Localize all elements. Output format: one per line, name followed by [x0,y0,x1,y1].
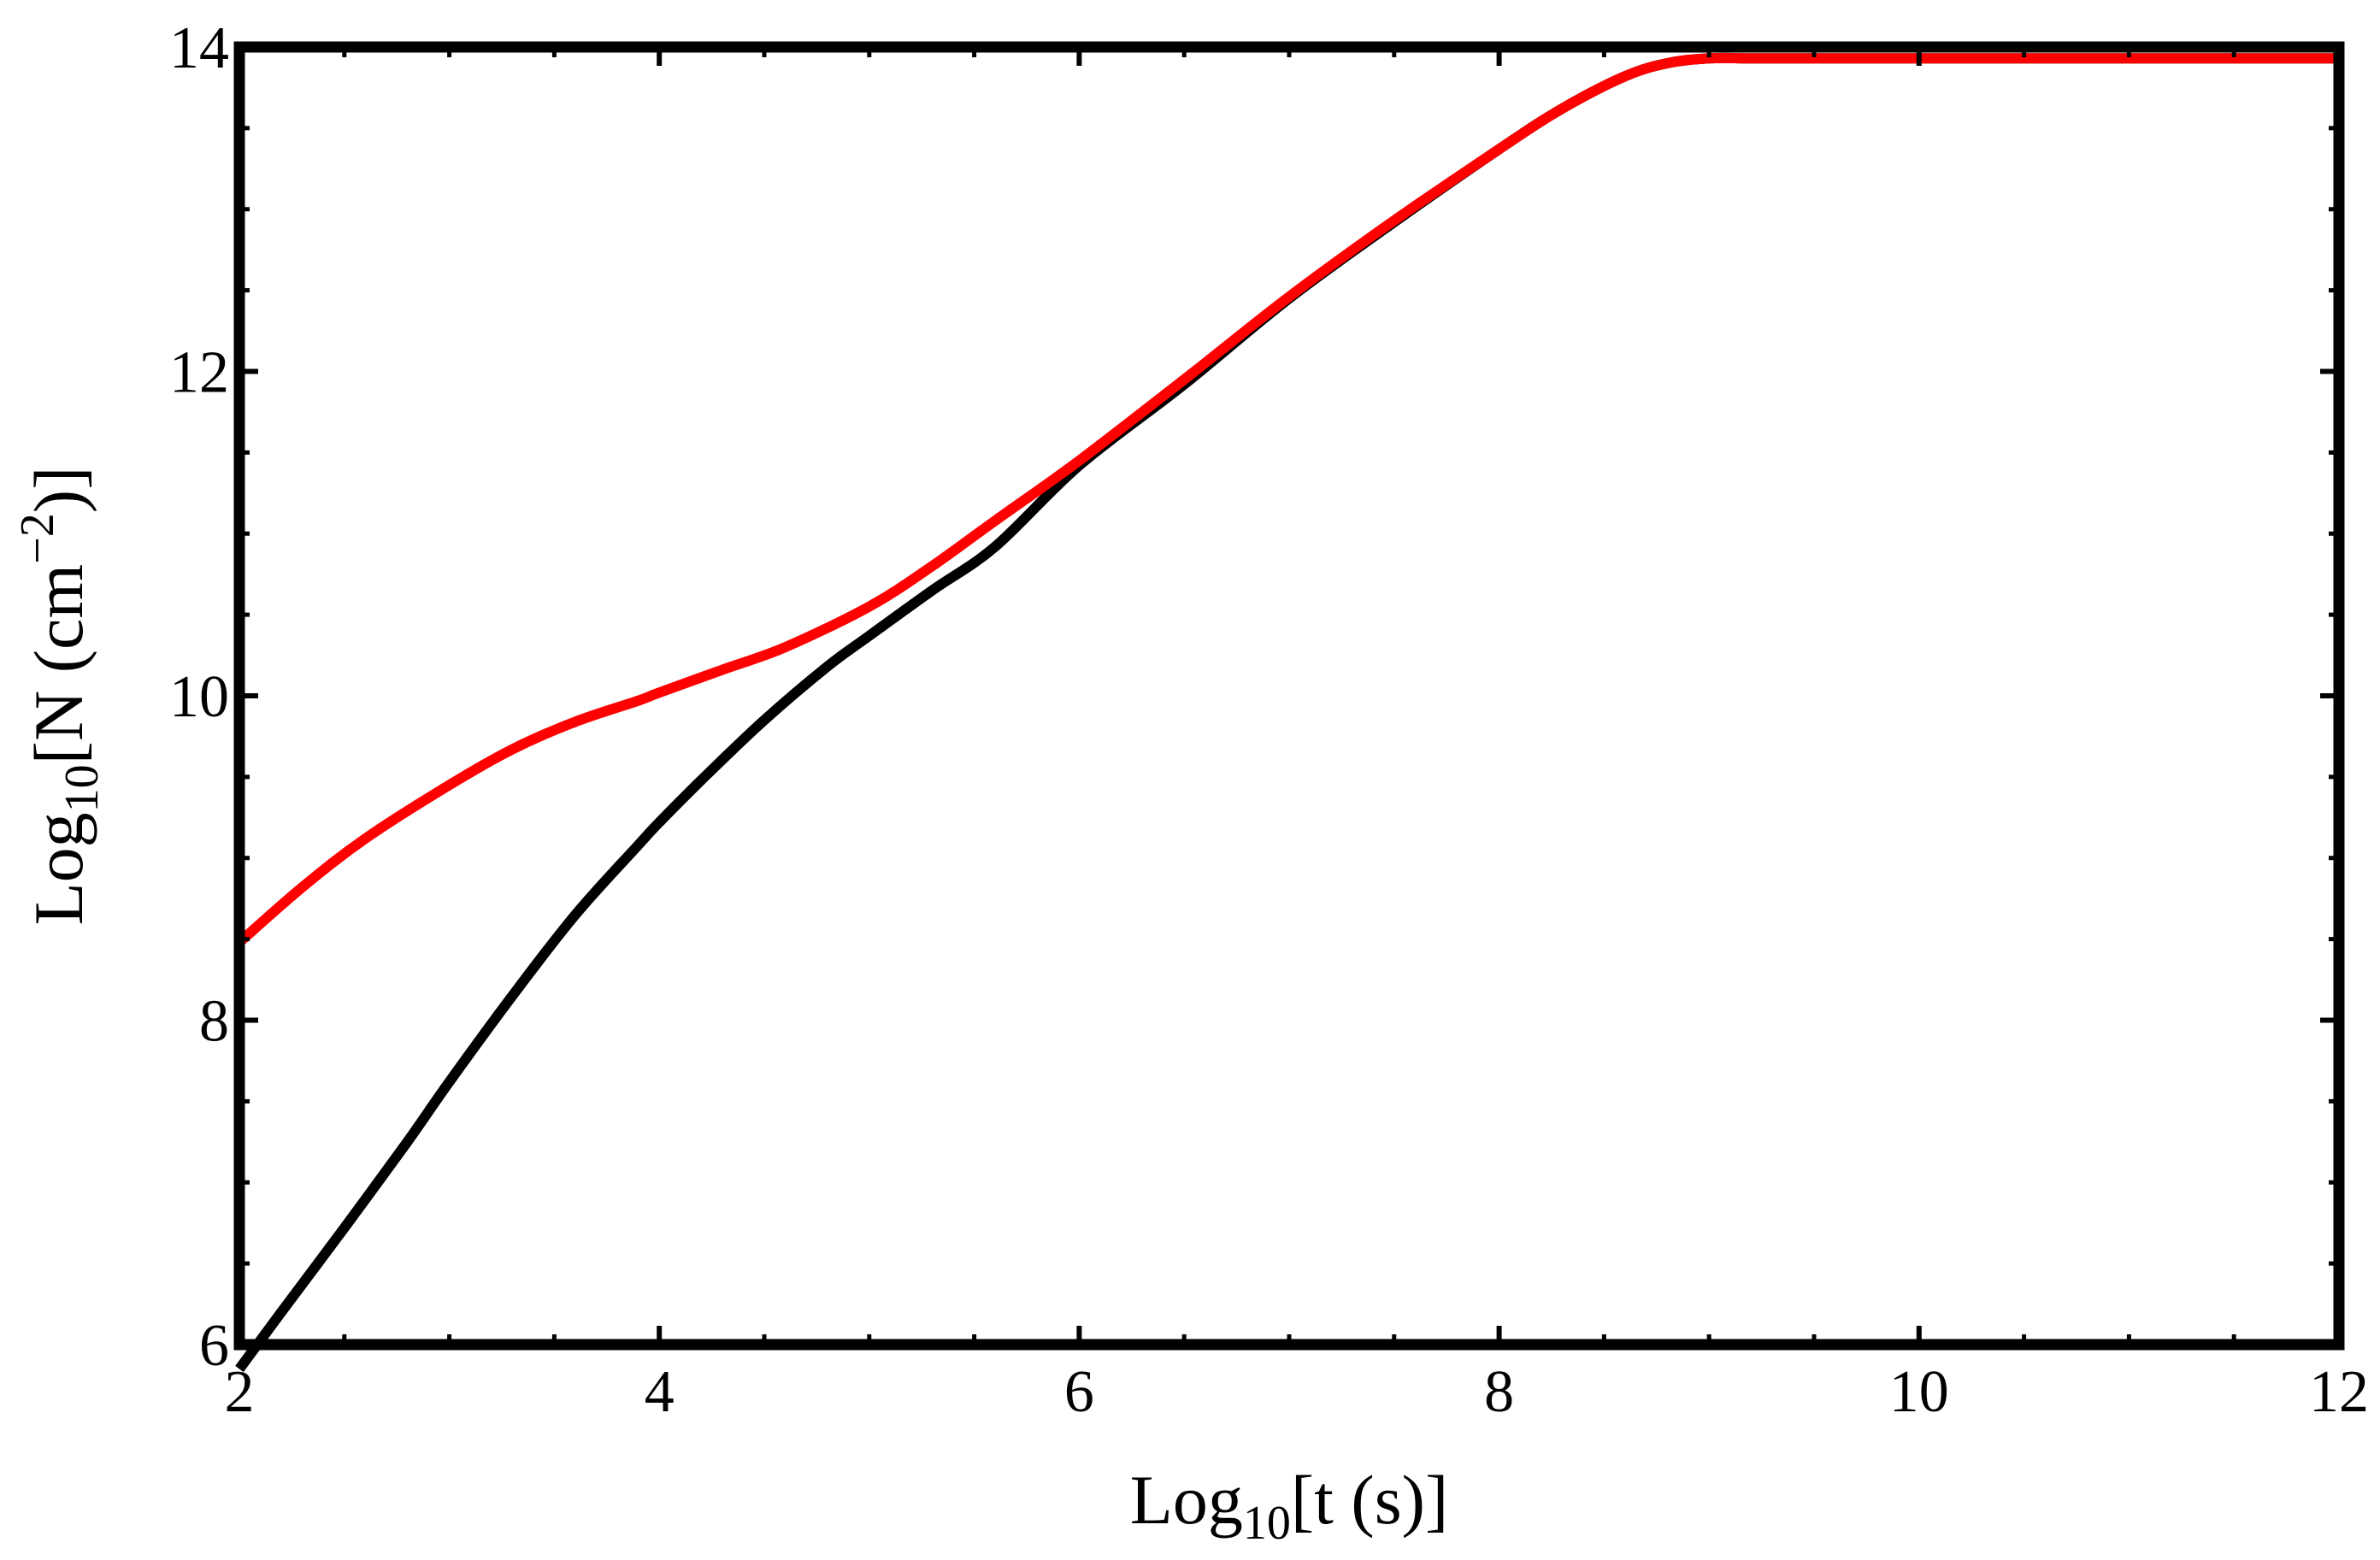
minor-tick-layer [239,47,2339,1345]
y-tick-label: 6 [199,1313,229,1379]
y-tick-label: 8 [199,989,229,1055]
x-tick-label: 10 [1889,1359,1949,1425]
plot-frame [233,41,2345,1351]
x-tick-label: 2 [225,1359,255,1425]
major-tick-layer [237,44,2342,1347]
y-tick-labels: 6 8 10 12 14 [169,15,229,1379]
x-tick-label: 6 [1064,1359,1094,1425]
x-tick-label: 12 [2309,1359,2369,1425]
y-tick-label: 12 [169,340,229,406]
y-axis-label: Log10[N (cm−2)] [11,467,109,926]
x-tick-label: 4 [645,1359,675,1425]
x-axis-label: Log10[t (s)] [1130,1461,1449,1550]
series-layer [235,52,2339,1373]
y-tick-label: 10 [169,664,229,730]
series-line-1 [235,52,2339,1373]
x-tick-label: 8 [1484,1359,1514,1425]
x-tick-labels: 2 4 6 8 10 12 [225,1359,2370,1425]
series-line-2 [236,52,2339,946]
y-tick-label: 14 [169,15,229,81]
